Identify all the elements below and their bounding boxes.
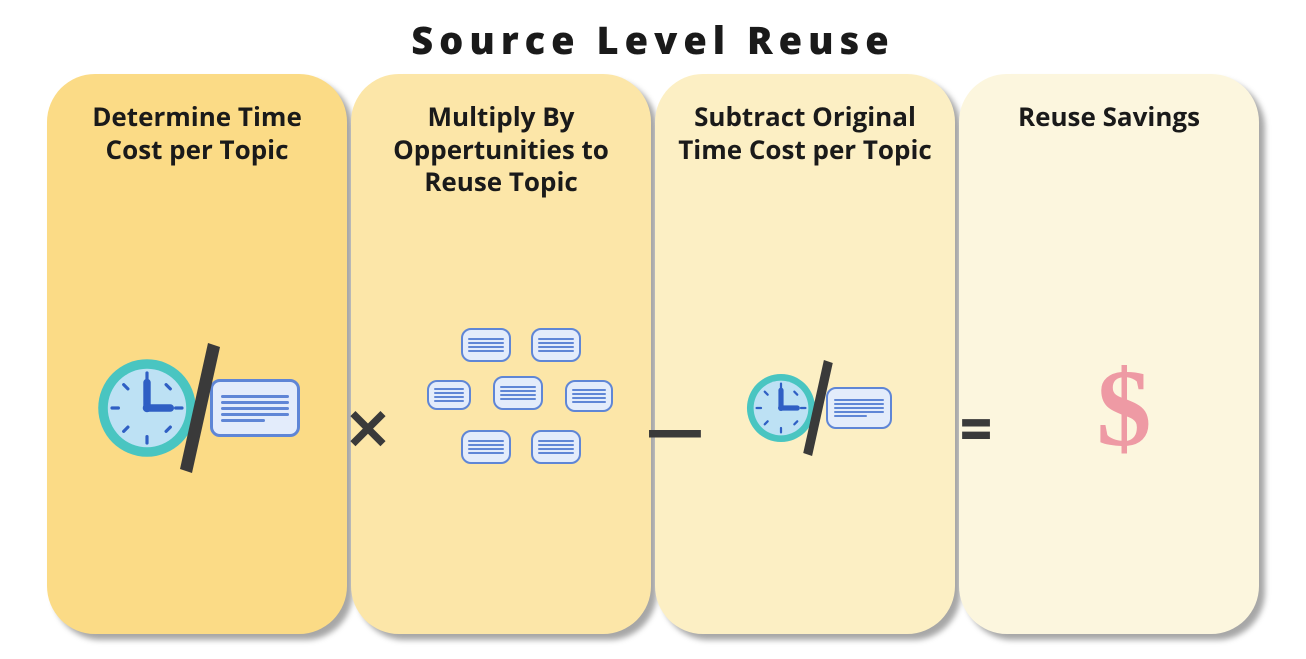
slash-icon bbox=[176, 343, 224, 473]
card-label: Multiply By Oppertunities to Reuse Topic bbox=[369, 100, 633, 240]
viz-chip-cluster: ✕ bbox=[369, 240, 633, 616]
document-icon bbox=[461, 328, 511, 362]
viz-dollar: = $ bbox=[977, 240, 1241, 616]
minus-operator-icon: — bbox=[647, 390, 697, 466]
card-label: Subtract Original Time Cost per Topic bbox=[673, 100, 937, 240]
card-row: Determine Time Cost per Topic bbox=[0, 74, 1306, 634]
slash-icon bbox=[800, 360, 836, 456]
card-label: Reuse Savings bbox=[1018, 100, 1200, 240]
card-subtract-original: Subtract Original Time Cost per Topic — bbox=[655, 74, 955, 634]
document-cluster-icon bbox=[411, 328, 621, 498]
document-icon bbox=[531, 328, 581, 362]
document-icon bbox=[427, 380, 471, 410]
viz-clock-slash-doc bbox=[65, 240, 329, 616]
equals-operator-icon: = bbox=[951, 390, 1001, 466]
document-icon bbox=[493, 376, 543, 410]
document-icon bbox=[531, 430, 581, 464]
card-determine-time-cost: Determine Time Cost per Topic bbox=[47, 74, 347, 634]
viz-clock-slash-doc-small: — bbox=[673, 240, 937, 616]
document-icon bbox=[461, 430, 511, 464]
card-multiply-opportunities: Multiply By Oppertunities to Reuse Topic… bbox=[351, 74, 651, 634]
multiply-operator-icon: ✕ bbox=[343, 390, 393, 466]
page-title: Source Level Reuse bbox=[0, 0, 1306, 74]
dollar-icon: $ bbox=[1097, 345, 1152, 472]
card-reuse-savings: Reuse Savings = $ bbox=[959, 74, 1259, 634]
document-icon bbox=[565, 380, 613, 412]
card-label: Determine Time Cost per Topic bbox=[65, 100, 329, 240]
